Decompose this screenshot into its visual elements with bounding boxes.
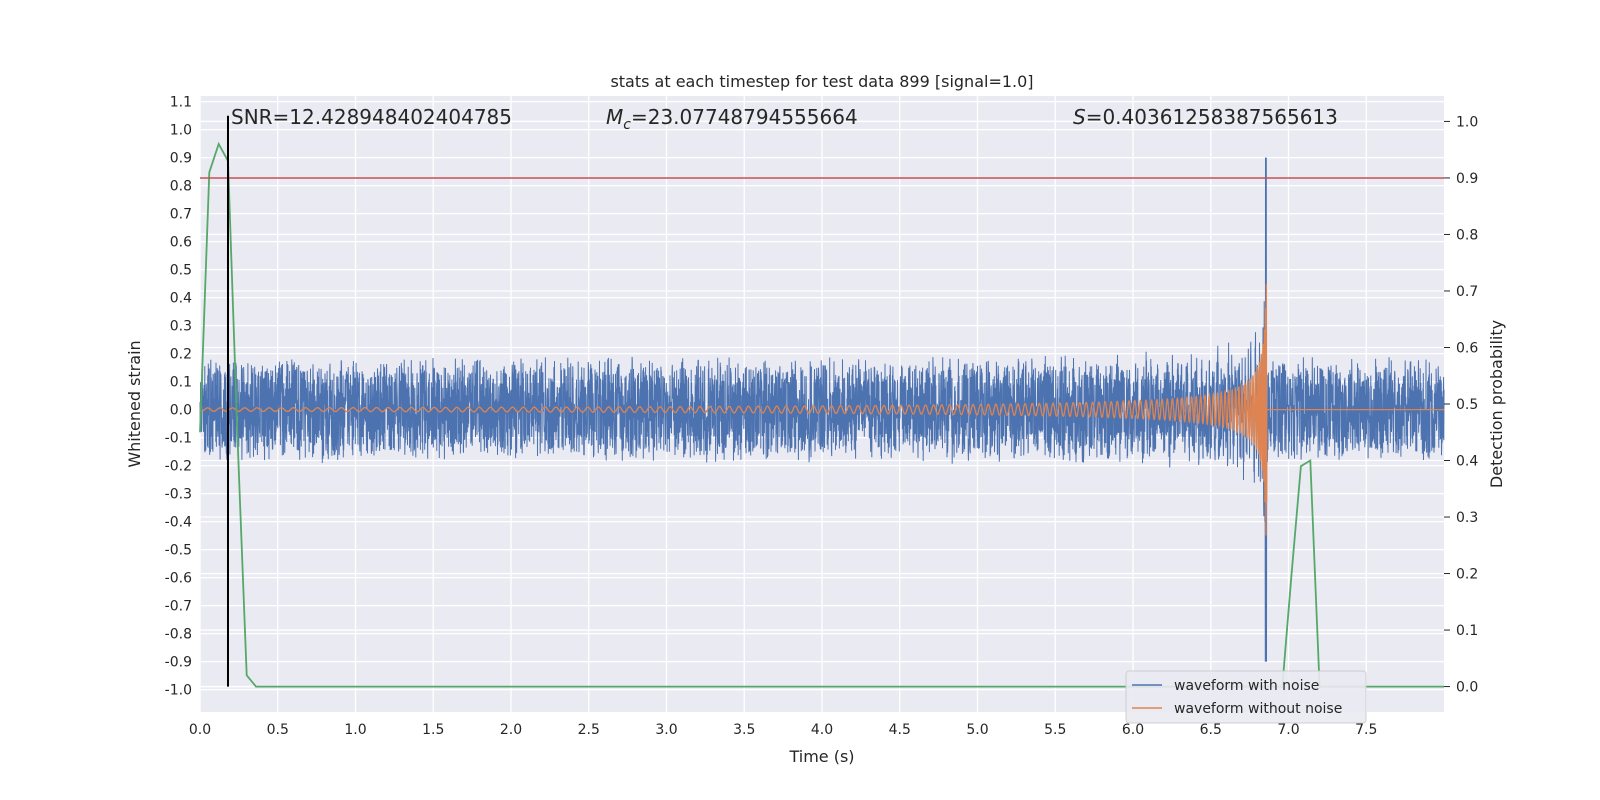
y-tick-label: -0.9	[165, 655, 192, 671]
annotation-s: S=0.40361258387565613	[1073, 105, 1338, 129]
x-axis: 0.0 0.5 1.0 1.5 2.0 2.5 3.0 3.5 4.0 4.5 5.0 5.5 6.0 6…	[189, 722, 1378, 738]
x-tick-label: 1.0	[344, 722, 366, 738]
y-axis-right: 1.0 0.9 0.8 0.7 0.6 0.5 0.4 0.3 0.2 0.1 0.0	[1444, 114, 1478, 696]
series-detection-probability	[199, 141, 1444, 688]
y2-axis-title: Detection probability	[1487, 320, 1506, 488]
x-tick-label: 7.5	[1355, 722, 1377, 738]
x-tick-label: 4.5	[889, 722, 911, 738]
y2-tick-label: 0.8	[1456, 227, 1478, 243]
y-tick-label: 0.9	[170, 151, 192, 167]
y2-tick-label: 0.4	[1456, 454, 1478, 470]
y2-tick-label: 0.5	[1456, 397, 1478, 413]
y2-tick-label: 0.6	[1456, 340, 1478, 356]
y-tick-label: -0.8	[165, 627, 192, 643]
y-tick-label: 0.1	[170, 375, 192, 391]
y-tick-label: -0.6	[165, 571, 192, 587]
y-tick-label: 1.0	[170, 123, 192, 139]
y-axis-title: Whitened strain	[125, 340, 144, 467]
x-tick-label: 7.0	[1277, 722, 1299, 738]
y2-tick-label: 0.1	[1456, 623, 1478, 639]
y2-tick-label: 1.0	[1456, 114, 1478, 130]
x-tick-label: 0.0	[189, 722, 211, 738]
y2-tick-label: 0.0	[1456, 680, 1478, 696]
chart-title: stats at each timestep for test data 899…	[610, 72, 1033, 91]
x-tick-label: 5.0	[966, 722, 988, 738]
annotation-snr: SNR=12.428948402404785	[231, 105, 512, 129]
y-tick-label: -0.3	[165, 487, 192, 503]
x-tick-label: 2.5	[578, 722, 600, 738]
y-axis-left: 1.1 1.0 0.9 0.8 0.7 0.6 0.5 0.4 0.3 0.2 0.1 0.0 -0.1…	[165, 95, 192, 699]
x-tick-label: 5.5	[1044, 722, 1066, 738]
legend: waveform with noise waveform without noi…	[1125, 670, 1367, 724]
legend-label-waveform-with-noise: waveform with noise	[1174, 678, 1319, 694]
y-tick-label: 0.0	[170, 403, 192, 419]
y-tick-label: 1.1	[170, 95, 192, 111]
x-tick-label: 6.0	[1122, 722, 1144, 738]
x-tick-label: 3.0	[655, 722, 677, 738]
y2-tick-label: 0.3	[1456, 510, 1478, 526]
x-axis-title: Time (s)	[788, 747, 854, 766]
y2-tick-label: 0.2	[1456, 567, 1478, 583]
legend-box	[1125, 670, 1367, 724]
x-tick-label: 3.5	[733, 722, 755, 738]
y-tick-label: -0.5	[165, 543, 192, 559]
y-tick-label: -0.1	[165, 431, 192, 447]
y-tick-label: 0.7	[170, 207, 192, 223]
annotation-chirp-mass: Mc=23.07748794555664	[606, 105, 858, 133]
x-tick-label: 4.0	[811, 722, 833, 738]
y-tick-label: -0.4	[165, 515, 192, 531]
x-tick-label: 2.0	[500, 722, 522, 738]
y-tick-label: -1.0	[165, 683, 192, 699]
x-tick-label: 1.5	[422, 722, 444, 738]
y2-tick-label: 0.7	[1456, 284, 1478, 300]
series-waveform-with-noise	[199, 157, 1445, 662]
series-layer	[199, 115, 1445, 688]
y-tick-label: 0.5	[170, 263, 192, 279]
y-tick-label: -0.7	[165, 599, 192, 615]
series-waveform-without-noise	[199, 283, 1444, 536]
y-tick-label: -0.2	[165, 459, 192, 475]
y-tick-label: 0.3	[170, 319, 192, 335]
y-tick-label: 0.2	[170, 347, 192, 363]
y-tick-label: 0.8	[170, 179, 192, 195]
y2-tick-label: 0.9	[1456, 171, 1478, 187]
x-tick-label: 0.5	[267, 722, 289, 738]
y-tick-label: 0.6	[170, 235, 192, 251]
x-tick-label: 6.5	[1200, 722, 1222, 738]
y-tick-label: 0.4	[170, 291, 192, 307]
legend-label-waveform-without-noise: waveform without noise	[1174, 701, 1342, 717]
